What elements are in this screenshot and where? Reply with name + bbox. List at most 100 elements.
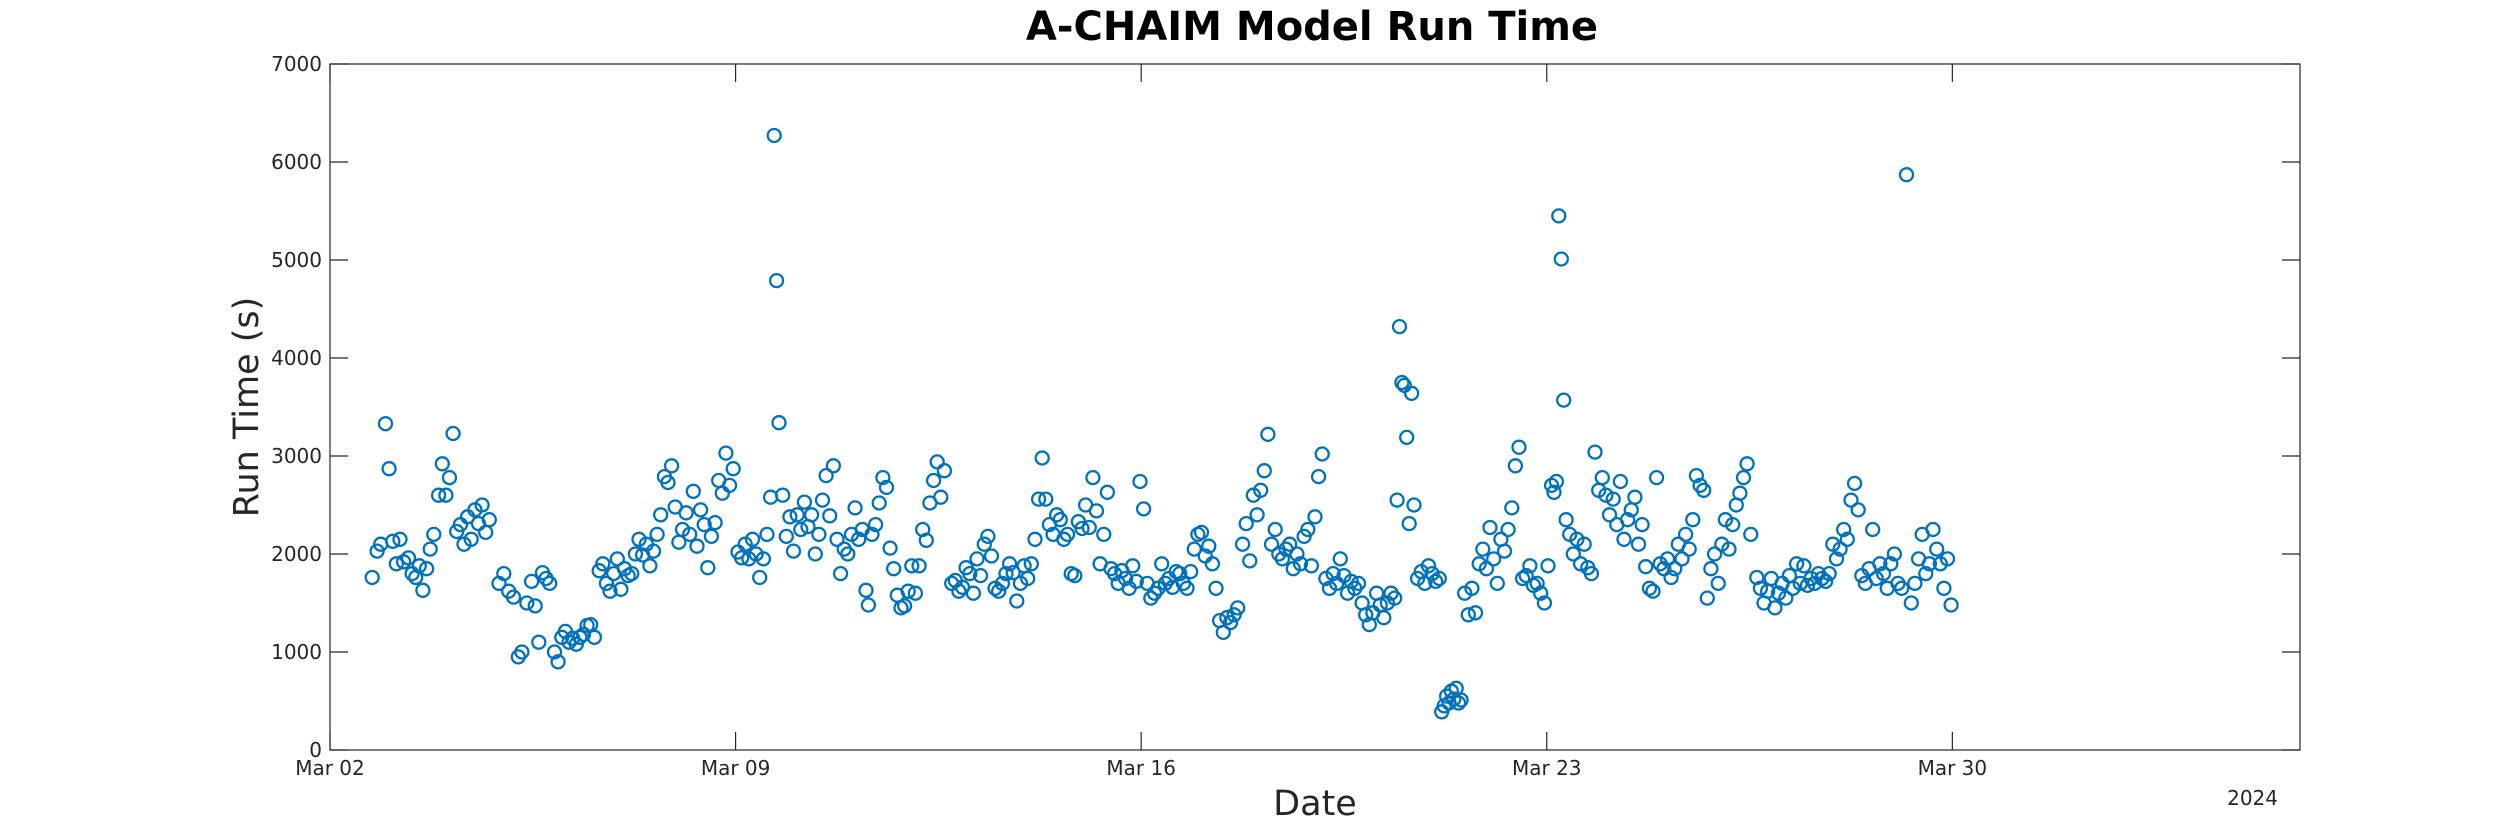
data-point	[1074, 520, 1090, 537]
y-tick-label: 5000	[271, 248, 322, 272]
data-point	[1401, 515, 1417, 532]
data-point	[1605, 491, 1621, 507]
data-point	[1303, 558, 1320, 574]
data-point	[1583, 565, 1600, 582]
data-point	[400, 550, 417, 566]
data-point	[663, 458, 680, 474]
data-point	[1576, 536, 1592, 552]
chart-title: A-CHAIM Model Run Time	[1026, 4, 1598, 50]
data-point	[1667, 561, 1683, 577]
data-point	[1300, 521, 1316, 538]
data-point	[527, 598, 543, 614]
data-point	[976, 536, 992, 552]
data-point	[1918, 565, 1934, 582]
data-point	[519, 595, 535, 611]
data-point	[1696, 482, 1712, 498]
data-point	[415, 582, 431, 598]
data-point	[1453, 692, 1469, 708]
data-point	[642, 558, 658, 574]
data-point	[598, 575, 615, 592]
data-point	[1325, 565, 1341, 582]
data-point	[653, 507, 669, 523]
data-point	[707, 514, 723, 531]
data-point	[514, 644, 530, 660]
data-point	[1907, 575, 1923, 592]
data-point	[1703, 561, 1719, 577]
data-point	[1486, 551, 1502, 567]
data-point	[418, 561, 435, 577]
data-point	[1739, 456, 1755, 472]
data-point	[609, 551, 625, 567]
data-point	[1256, 463, 1272, 479]
data-point	[1193, 524, 1210, 541]
data-point	[542, 575, 558, 592]
data-point	[1710, 575, 1726, 592]
data-point	[422, 541, 438, 557]
data-point	[1001, 556, 1018, 572]
data-point	[936, 463, 953, 479]
data-point	[1391, 318, 1408, 335]
data-point	[1389, 492, 1405, 508]
data-point	[531, 634, 547, 650]
data-point	[818, 467, 834, 484]
data-point	[1204, 556, 1221, 572]
data-point	[445, 425, 461, 442]
data-point	[1263, 536, 1280, 552]
data-point	[572, 629, 588, 645]
data-point	[1467, 605, 1484, 621]
data-point	[778, 528, 794, 545]
data-point	[1846, 475, 1863, 492]
data-point	[1898, 167, 1915, 183]
data-point	[1307, 509, 1323, 525]
data-point	[1482, 519, 1498, 536]
data-point	[1612, 473, 1629, 490]
data-point	[1533, 585, 1549, 601]
data-point	[1699, 590, 1715, 606]
data-point	[875, 469, 891, 486]
data-point	[523, 573, 540, 590]
data-point	[1314, 446, 1330, 462]
data-point	[980, 528, 996, 545]
data-point	[775, 487, 791, 503]
x-tick-label: Mar 30	[1918, 756, 1988, 780]
y-tick-label: 4000	[271, 346, 322, 370]
data-point	[1489, 575, 1505, 592]
data-point	[759, 526, 775, 543]
data-point	[1681, 541, 1697, 557]
data-point	[660, 474, 676, 491]
data-point	[789, 507, 805, 523]
data-point	[1735, 469, 1752, 486]
data-point	[1350, 575, 1367, 592]
data-point	[1478, 561, 1495, 577]
data-point	[550, 654, 566, 670]
data-point	[426, 526, 442, 543]
data-point	[904, 558, 920, 574]
data-point	[1332, 551, 1348, 567]
data-point	[1507, 458, 1524, 474]
data-point	[814, 492, 831, 508]
data-point	[1548, 473, 1565, 490]
data-point	[900, 583, 916, 599]
y-tick-label: 2000	[271, 542, 322, 566]
data-point	[1732, 485, 1748, 501]
data-point	[1518, 567, 1534, 584]
data-point	[721, 477, 738, 494]
data-point	[685, 483, 701, 499]
data-point	[1872, 556, 1888, 572]
data-point	[696, 516, 712, 533]
data-point	[1242, 553, 1258, 569]
data-point	[381, 461, 397, 477]
data-point	[972, 567, 989, 584]
data-point	[1201, 538, 1217, 554]
data-point	[1663, 569, 1679, 586]
data-point	[771, 415, 787, 431]
data-point	[1260, 426, 1276, 443]
data-point	[1939, 551, 1956, 567]
data-point	[1052, 512, 1068, 528]
data-point	[768, 272, 785, 289]
data-point	[1645, 583, 1661, 599]
data-point	[1634, 516, 1650, 533]
data-point	[441, 469, 458, 486]
data-point	[1132, 473, 1148, 490]
data-point	[793, 521, 809, 538]
